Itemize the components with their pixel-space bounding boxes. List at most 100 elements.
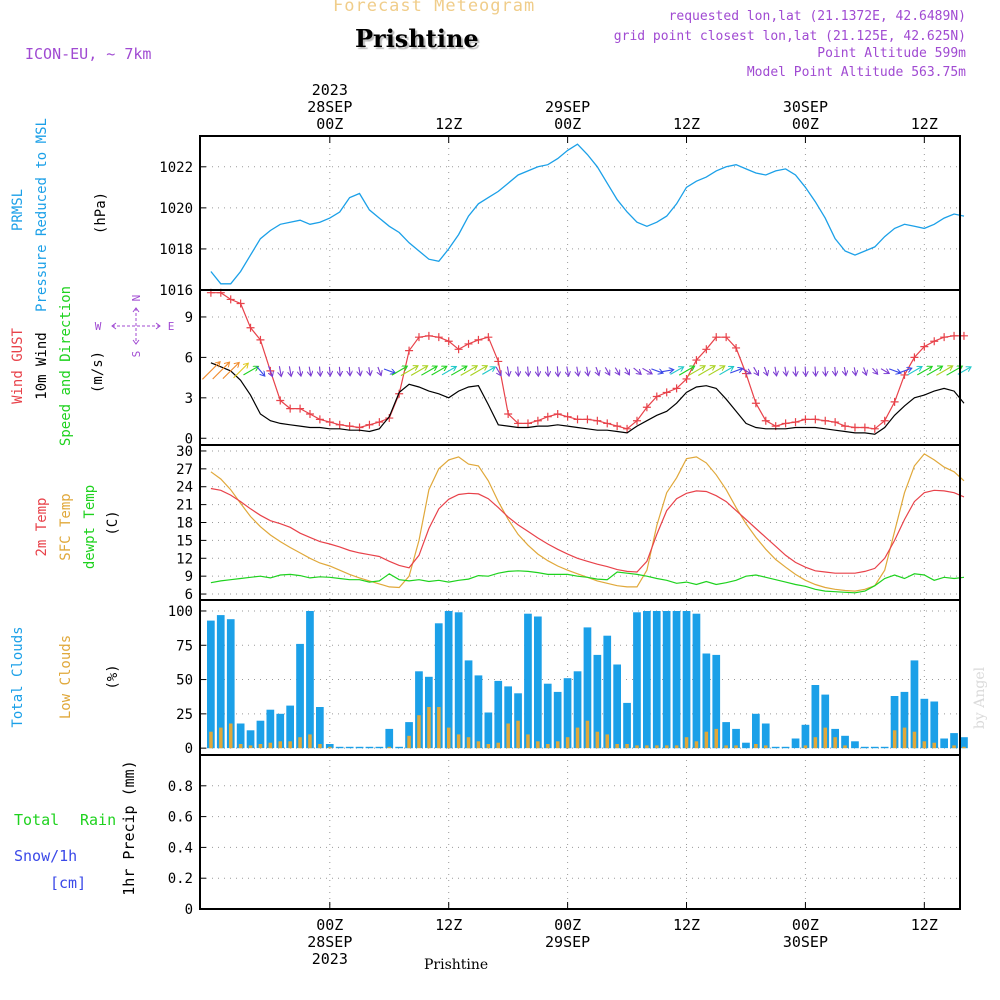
total-cloud-bar-15 xyxy=(355,746,364,749)
total-cloud-bar-46 xyxy=(662,611,671,749)
wind-direction-arrow-31 xyxy=(518,366,519,376)
wind-direction-arrow-21 xyxy=(410,366,427,376)
total-cloud-bar-4 xyxy=(246,730,255,749)
low-cloud-bar-12 xyxy=(328,746,332,749)
wind-gust-point-61 xyxy=(811,415,820,424)
low-cloud-bar-44 xyxy=(645,745,649,749)
wind-gust-point-29 xyxy=(494,357,503,366)
total-cloud-bar-30 xyxy=(504,686,512,749)
total-cloud-bar-25 xyxy=(454,612,463,749)
wind-gust-point-64 xyxy=(841,422,850,431)
wind-direction-arrow-39 xyxy=(596,366,599,375)
total-cloud-bar-47 xyxy=(672,611,681,749)
wind-gust-point-8 xyxy=(286,404,295,413)
wind-gust-point-38 xyxy=(583,415,592,424)
bottom-time-label-0-1: 28SEP xyxy=(307,933,352,951)
low-cloud-bar-76 xyxy=(962,746,966,749)
t2m-line xyxy=(210,487,965,574)
low-cloud-bar-47 xyxy=(674,745,679,749)
compass-s-label: S xyxy=(130,351,143,358)
total-cloud-bar-7 xyxy=(276,713,285,749)
low-cloud-bar-60 xyxy=(803,745,808,749)
total-cloud-bar-39 xyxy=(593,654,602,749)
credit-watermark: by Angel xyxy=(972,666,989,730)
bottom-time-label-5-0: 12Z xyxy=(911,916,938,934)
total-cloud-bar-73 xyxy=(930,701,939,749)
low-cloud-bar-29 xyxy=(496,742,500,749)
wind-direction-arrow-10 xyxy=(309,366,311,375)
wind-direction-arrow-1 xyxy=(212,363,229,380)
total-cloud-bar-64 xyxy=(841,735,849,749)
wind-direction-arrow-2 xyxy=(222,363,239,379)
wind-direction-arrow-13 xyxy=(339,366,340,375)
total-cloud-bar-55 xyxy=(752,713,760,749)
wind-gust-point-2 xyxy=(226,295,235,304)
low-cloud-bar-21 xyxy=(417,715,421,749)
low-cloud-bar-1 xyxy=(219,727,223,749)
total-cloud-bar-34 xyxy=(543,683,552,749)
total-cloud-bar-70 xyxy=(900,691,909,749)
low-cloud-bar-32 xyxy=(526,734,530,749)
temp-tick-label-7: 27 xyxy=(176,462,193,478)
precip-snow-label: Snow/1h xyxy=(14,847,77,865)
wind-direction-arrow-43 xyxy=(633,367,641,374)
wind-direction-arrow-53 xyxy=(730,369,742,374)
wind-gust-point-26 xyxy=(464,339,473,348)
total-cloud-bar-33 xyxy=(534,616,542,749)
wind-gust-point-46 xyxy=(662,388,671,397)
wind-gust-point-49 xyxy=(692,356,701,365)
total-cloud-bar-45 xyxy=(652,611,661,749)
wind-gust-point-4 xyxy=(246,323,255,332)
wind-direction-arrow-15 xyxy=(359,366,360,375)
wind-gust-point-51 xyxy=(712,333,721,342)
low-cloud-bar-26 xyxy=(466,737,471,749)
bottom-time-label-0-2: 2023 xyxy=(312,950,348,968)
top-time-label-5-0: 12Z xyxy=(911,115,938,133)
total-cloud-bar-36 xyxy=(563,678,572,749)
wind-direction-arrow-54 xyxy=(741,368,750,374)
wind-panel-frame xyxy=(199,289,961,446)
gridpoint-coords: grid point closest lon,lat (21.125E, 42.… xyxy=(613,29,966,44)
wind-gust-point-36 xyxy=(563,412,572,421)
temp-label-1: SFC Temp xyxy=(58,493,74,560)
wind-direction-arrow-55 xyxy=(753,366,758,374)
wind-gust-point-30 xyxy=(504,410,513,418)
wind-gust-point-27 xyxy=(474,335,483,344)
precip-axis-label-0: 1hr Precip (mm) xyxy=(120,760,138,895)
low-cloud-bar-48 xyxy=(684,737,689,749)
temp-tick-label-5: 21 xyxy=(176,498,193,514)
bottom-time-label-0-0: 00Z xyxy=(316,916,343,934)
wind-gust-point-41 xyxy=(613,422,622,431)
wind-tick-label-0: 0 xyxy=(185,431,193,447)
low-cloud-bar-28 xyxy=(486,744,491,749)
pressure-panel-frame xyxy=(199,135,961,291)
wind-gust-point-33 xyxy=(533,416,542,425)
total-cloud-bar-72 xyxy=(920,698,929,749)
low-cloud-bar-24 xyxy=(447,727,451,749)
wind-gust-point-31 xyxy=(514,419,523,428)
wind-direction-arrow-14 xyxy=(349,366,350,375)
total-cloud-bar-48 xyxy=(682,611,691,749)
wind-gust-point-47 xyxy=(672,384,681,393)
top-time-label-0-1: 28SEP xyxy=(307,98,352,116)
wind-direction-arrow-23 xyxy=(431,367,446,376)
wind-gust-point-42 xyxy=(623,424,632,433)
axes-layer: 1016101810201022036969121518212427300255… xyxy=(159,81,961,968)
total-cloud-bar-62 xyxy=(821,694,830,749)
subtitle: Forecast Meteogram xyxy=(333,0,536,16)
wind-direction-arrow-52 xyxy=(719,367,733,376)
wind-direction-arrow-71 xyxy=(907,367,922,376)
total-cloud-bar-38 xyxy=(583,627,592,749)
wind-direction-arrow-47 xyxy=(670,367,682,375)
model-label: ICON-EU, ~ 7km xyxy=(25,45,152,63)
low-cloud-bar-71 xyxy=(912,731,917,749)
top-time-label-2-0: 29SEP xyxy=(545,98,590,116)
wind-gust-point-59 xyxy=(791,418,800,427)
wind-direction-arrow-0 xyxy=(202,362,219,380)
total-cloud-bar-68 xyxy=(880,746,889,749)
total-cloud-bar-37 xyxy=(573,671,582,749)
precip-tick-label-1: 0.2 xyxy=(168,871,193,887)
wind-direction-arrow-27 xyxy=(470,366,486,376)
total-cloud-bar-56 xyxy=(761,723,770,749)
temp-tick-label-1: 9 xyxy=(185,569,193,585)
